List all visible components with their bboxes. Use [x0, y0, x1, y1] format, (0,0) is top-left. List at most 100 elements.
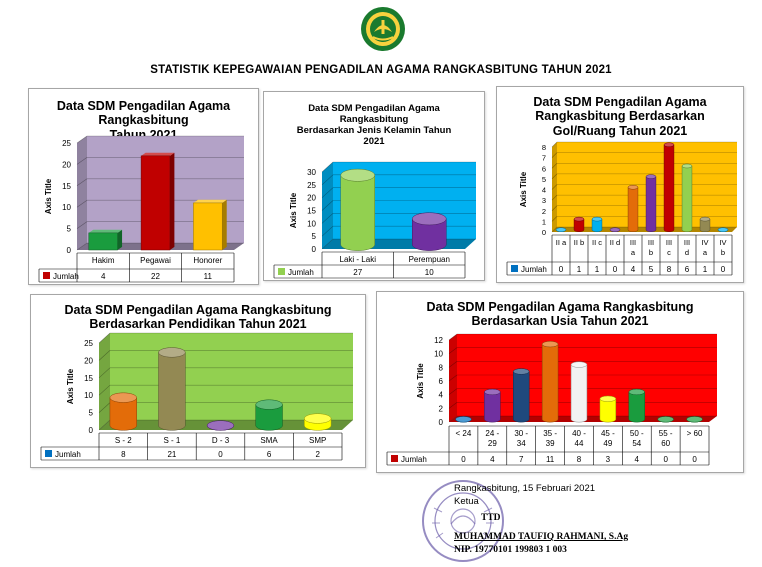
chart-side-wall: [449, 334, 457, 422]
signature-ttd: TTD: [481, 513, 501, 523]
chart-gridline: [98, 367, 111, 379]
category-label: d: [685, 248, 689, 257]
bar: [484, 391, 501, 423]
category-label: b: [721, 248, 725, 257]
data-label: 5: [649, 265, 654, 274]
category-label: a: [703, 248, 708, 257]
bar-top: [304, 413, 332, 424]
chart-gridline: [98, 332, 111, 344]
y-axis-title: Axis Title: [289, 192, 298, 228]
bar-top: [591, 216, 603, 222]
chart-gridline: [551, 194, 558, 201]
bar-top: [193, 199, 227, 203]
bar: [599, 398, 617, 423]
data-label: 1: [577, 265, 582, 274]
y-axis-title: Axis Title: [519, 171, 528, 207]
category-label: SMP: [309, 436, 326, 445]
chart-side-wall: [552, 142, 557, 232]
page-title: STATISTIK KEPEGAWAIAN PENGADILAN AGAMA R…: [150, 64, 612, 76]
data-label: 7: [519, 455, 524, 464]
bar-top: [573, 216, 585, 222]
data-label: 3: [606, 455, 611, 464]
chart-side-wall: [99, 333, 110, 430]
y-tick-label: 0: [439, 418, 444, 427]
y-tick-label: 1: [542, 217, 546, 226]
bar-side: [117, 229, 123, 250]
y-tick-label: 5: [542, 175, 546, 184]
y-tick-label: 5: [67, 225, 72, 234]
bar-top: [455, 416, 472, 423]
chart-panel-position: Data SDM Pengadilan Agama Rangkasbitung …: [28, 88, 259, 285]
bar-side: [169, 152, 175, 250]
category-label: 29: [488, 439, 497, 448]
legend-label: Jumlah: [401, 455, 427, 464]
y-tick-label: 25: [307, 181, 316, 190]
bar-top: [88, 229, 123, 233]
bar-top: [255, 399, 283, 410]
data-label: 0: [461, 455, 466, 464]
data-label: 22: [151, 272, 160, 281]
chart-gridline: [448, 333, 458, 341]
bar: [340, 174, 375, 251]
chart-gridline: [98, 384, 111, 396]
y-tick-label: 6: [542, 164, 546, 173]
signature-role: Ketua: [454, 496, 479, 507]
data-label: 2: [315, 450, 320, 459]
bar: [109, 397, 137, 431]
bar-top: [484, 388, 501, 396]
chart-title-line: Rangkasbitung: [339, 113, 409, 125]
y-tick-label: 5: [89, 409, 94, 418]
y-tick-label: 10: [434, 350, 443, 359]
bar-top: [109, 392, 137, 403]
chart-gridline: [98, 350, 111, 361]
data-label: 6: [685, 265, 690, 274]
chart-title-line: Rangkasbitung Berdasarkan: [535, 109, 705, 124]
chart-panel-education: Data SDM Pengadilan Agama Rangkasbitung …: [30, 294, 366, 468]
y-tick-label: 4: [439, 391, 444, 400]
chart-gridline: [448, 415, 458, 423]
chart-side-wall: [77, 136, 87, 250]
bar: [699, 218, 711, 232]
chart-title-line: Data SDM Pengadilan Agama: [533, 95, 707, 109]
signature-place-date: Rangkasbitung, 15 Februari 2021: [454, 483, 596, 494]
chart-gridline: [321, 225, 334, 237]
bar: [140, 155, 171, 251]
bar-top: [513, 368, 530, 375]
y-tick-label: 10: [62, 203, 71, 212]
y-tick-label: 8: [439, 363, 444, 372]
chart-gridline: [551, 205, 558, 211]
category-label: 34: [517, 439, 526, 448]
y-tick-label: 15: [62, 182, 71, 191]
category-label: Honorer: [193, 256, 222, 265]
bar-top: [657, 416, 674, 423]
bar-top: [555, 227, 567, 232]
category-label: < 24: [456, 429, 472, 438]
chart-gridline: [551, 216, 558, 222]
chart-position-svg: 0 5 10 15 20 25 Axis Title Hakim 4 Pegawai 22 Honor…: [38, 135, 244, 283]
bar: [628, 391, 645, 423]
chart-gridline: [551, 173, 558, 180]
bar: [513, 371, 530, 423]
y-tick-label: 3: [542, 196, 546, 205]
bar-side: [222, 199, 227, 250]
bar-top: [628, 388, 645, 396]
category-label: Hakim: [92, 256, 115, 265]
bar-top: [663, 142, 675, 147]
category-label: 30 -: [514, 429, 528, 438]
chart-title-line: Data SDM Pengadilan Agama: [56, 99, 231, 113]
chart-education-svg: 0 5 10 15 20 25 Axis Title S - 2 8 S - 1 21 D - 3 0 S…: [40, 332, 353, 461]
y-tick-label: 7: [542, 154, 546, 163]
category-label: II a: [556, 238, 567, 247]
chart-gender-svg: 0 5 10 15 20 25 30 Axis Title Laki - Laki 27 Perem…: [273, 161, 476, 279]
bar-top: [570, 361, 588, 368]
chart-gridline: [448, 374, 458, 382]
y-tick-label: 12: [434, 336, 443, 345]
bar: [645, 176, 657, 232]
legend-swatch: [278, 268, 285, 275]
y-tick-label: 5: [312, 232, 317, 241]
chart-gridline: [551, 184, 558, 190]
y-tick-label: 25: [62, 139, 71, 148]
chart-gridline: [321, 200, 334, 211]
chart-gridline: [448, 347, 458, 354]
